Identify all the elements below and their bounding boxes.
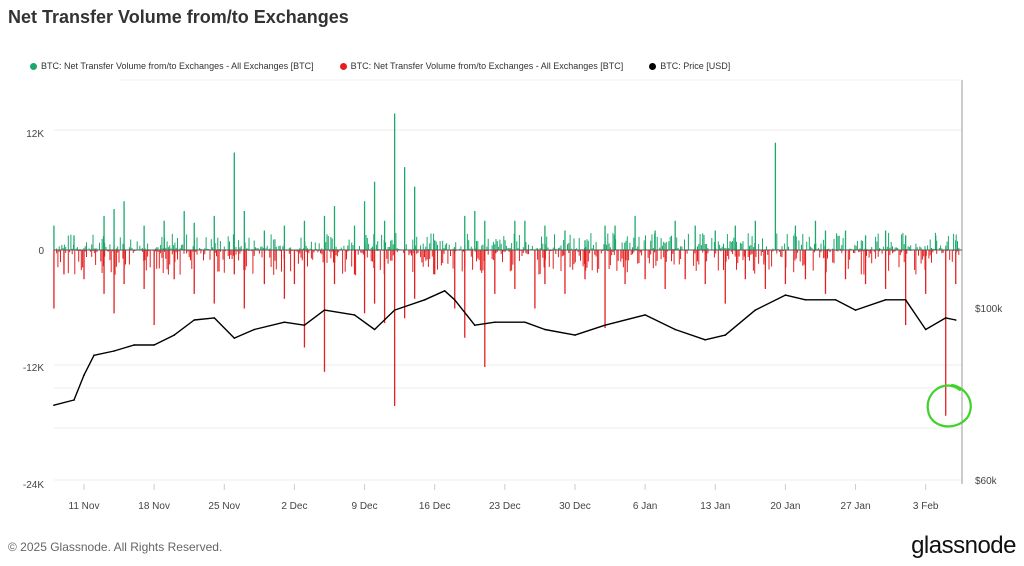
x-tick-label: 18 Nov (138, 501, 170, 512)
price-point (724, 334, 727, 336)
y-right-tick-label: $100k (975, 304, 1003, 315)
price-point (193, 319, 196, 321)
price-point (904, 299, 907, 301)
chart-plot: 12K 0 -12K -24K $100k $60k 11 Nov 18 Nov 25 Nov 2… (23, 79, 1003, 512)
y-left-tick-label: 0 (38, 246, 44, 257)
price-point (453, 299, 456, 301)
price-point (494, 321, 496, 323)
legend-label: BTC: Price [USD] (660, 61, 731, 71)
price-point (73, 399, 75, 401)
price-point (353, 314, 356, 316)
x-tick-label: 27 Jan (841, 501, 871, 512)
x-tick-label: 6 Jan (633, 501, 657, 512)
glassnode-logo: glassnode (911, 532, 1016, 559)
x-tick-label: 20 Jan (770, 501, 800, 512)
price-point (834, 299, 837, 301)
price-point (393, 309, 396, 311)
legend: BTC: Net Transfer Volume from/to Exchang… (30, 61, 730, 71)
price-point (253, 328, 256, 331)
x-tick-label: 11 Nov (69, 501, 100, 512)
price-point (113, 350, 115, 352)
price-point (854, 309, 857, 311)
price-point (784, 294, 787, 296)
price-point (954, 319, 957, 321)
price-point (524, 321, 526, 323)
copyright: © 2025 Glassnode. All Rights Reserved. (8, 540, 223, 554)
price-point (233, 337, 236, 339)
y-left-tick-label: 12K (26, 129, 44, 140)
price-point (213, 317, 216, 319)
price-point (173, 334, 175, 336)
y-right-tick-label: $60k (975, 476, 998, 487)
legend-dot (649, 62, 657, 70)
price-point (323, 309, 326, 311)
price-point (423, 299, 426, 301)
legend-label: BTC: Net Transfer Volume from/to Exchang… (350, 61, 624, 71)
price-point (674, 328, 676, 331)
price-point (804, 299, 807, 301)
x-tick-label: 16 Dec (419, 501, 451, 512)
x-tick-label: 25 Nov (208, 501, 240, 512)
price-point (754, 309, 757, 311)
price-point (93, 354, 95, 357)
legend-label: BTC: Net Transfer Volume from/to Exchang… (41, 61, 314, 71)
price-point (53, 404, 55, 406)
background-bars (53, 232, 960, 276)
price-point (83, 374, 85, 376)
price-point (133, 344, 135, 346)
price-point (884, 299, 887, 301)
x-tick-label: 3 Feb (913, 501, 939, 512)
legend-dot (339, 62, 347, 70)
x-tick-label: 9 Dec (351, 501, 377, 512)
legend-item-price[interactable]: BTC: Price [USD] (649, 61, 730, 71)
price-point (644, 314, 646, 316)
legend-item-inflow[interactable]: BTC: Net Transfer Volume from/to Exchang… (30, 61, 314, 71)
legend-dot (30, 62, 37, 70)
x-tick-label: 23 Dec (489, 501, 521, 512)
price-point (704, 339, 707, 341)
price-point (473, 324, 476, 327)
x-tick-label: 2 Dec (281, 501, 307, 512)
price-point (604, 324, 606, 327)
price-point (153, 344, 155, 346)
price-point (283, 321, 286, 323)
legend-item-outflow[interactable]: BTC: Net Transfer Volume from/to Exchang… (339, 61, 624, 71)
x-tick-label: 30 Dec (559, 501, 591, 512)
y-left-tick-label: -24K (23, 480, 44, 491)
price-point (574, 334, 576, 336)
price-point (443, 290, 446, 292)
annotation-circle (926, 383, 972, 428)
x-tick-label: 13 Jan (700, 501, 730, 512)
chart-title: Net Transfer Volume from/to Exchanges (8, 7, 349, 27)
price-point (544, 328, 546, 331)
price-point (924, 328, 927, 331)
price-point (944, 317, 947, 319)
y-left-tick-label: -12K (23, 363, 44, 374)
price-point (303, 324, 306, 327)
price-point (373, 328, 376, 331)
